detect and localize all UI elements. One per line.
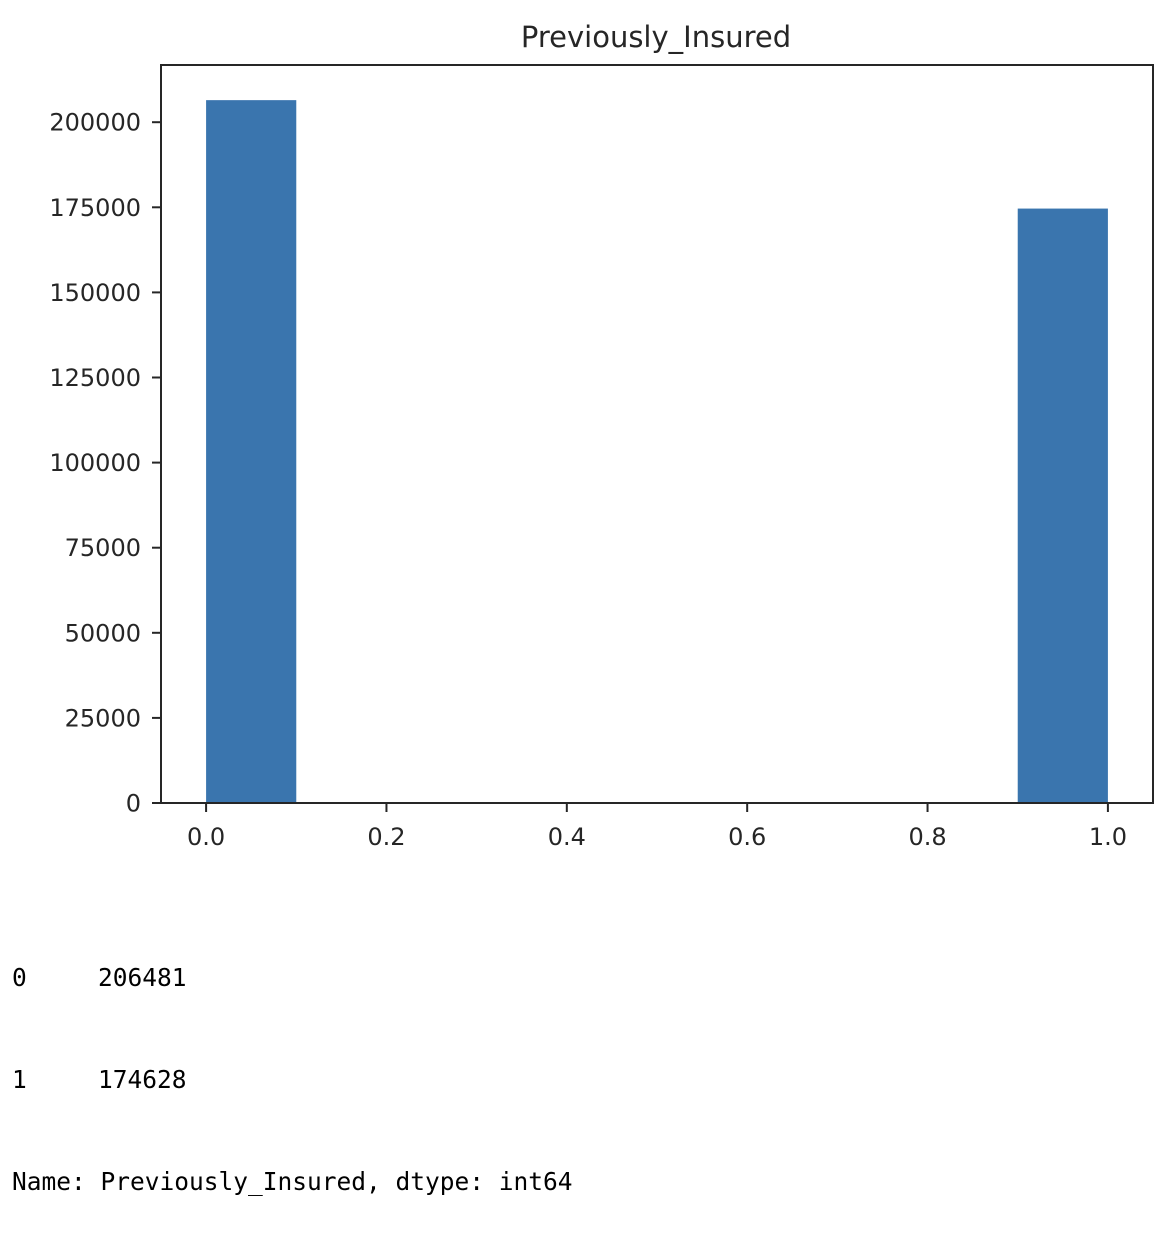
x-tick-label: 0.6 (728, 823, 766, 851)
y-tick-label: 25000 (65, 704, 141, 732)
y-tick-label: 50000 (65, 619, 141, 647)
y-tick-label: 100000 (49, 449, 141, 477)
output-row-index: 1 (12, 1065, 27, 1094)
output-footer: Name: Previously_Insured, dtype: int64 (12, 1167, 573, 1196)
y-tick-label: 150000 (49, 279, 141, 307)
x-tick-label: 0.2 (367, 823, 405, 851)
output-row: 1 174628 (12, 1063, 573, 1097)
chart-title: Previously_Insured (521, 20, 791, 54)
histogram-chart: Previously_Insured 0.0 0.2 0.4 0.6 0.8 1.0 0 25… (49, 20, 1154, 851)
histogram-bar (1017, 208, 1108, 803)
x-tick-label: 1.0 (1089, 823, 1127, 851)
y-tick-label: 175000 (49, 194, 141, 222)
output-row-index: 0 (12, 963, 27, 992)
output-row-value: 206481 (98, 963, 187, 992)
axes-layer: 0.0 0.2 0.4 0.6 0.8 1.0 0 25000 50000 75000 100000… (49, 109, 1127, 851)
plot-frame (160, 64, 1154, 804)
bars-layer (206, 100, 1108, 803)
y-tick-label: 0 (126, 790, 141, 818)
x-tick-label: 0.8 (908, 823, 946, 851)
y-tick-label: 125000 (49, 364, 141, 392)
value-counts-output: 0 206481 1 174628 Name: Previously_Insured… (12, 893, 573, 1233)
y-tick-label: 75000 (65, 534, 141, 562)
histogram-bar (206, 100, 297, 803)
x-tick-label: 0.0 (187, 823, 225, 851)
output-row-value: 174628 (98, 1065, 187, 1094)
x-tick-label: 0.4 (548, 823, 586, 851)
y-tick-label: 200000 (49, 109, 141, 137)
output-row: 0 206481 (12, 961, 573, 995)
